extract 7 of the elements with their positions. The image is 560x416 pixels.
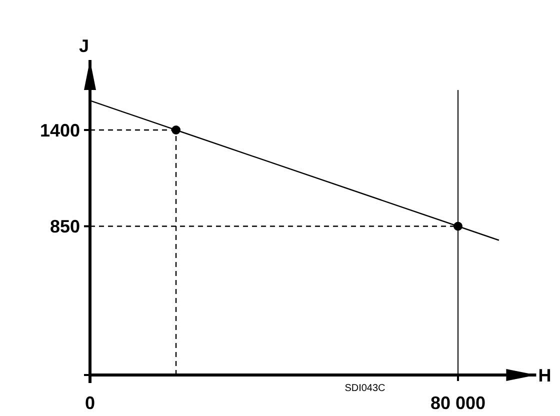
y-tick-label: 850 — [50, 216, 80, 237]
x-tick-label: 0 — [84, 393, 96, 413]
text: SDI043C — [344, 383, 386, 394]
x-tick-label: 80 000 — [430, 393, 486, 413]
y-tick-label: 1400 — [40, 120, 80, 140]
x-axis-title: H — [538, 365, 552, 386]
y-axis-title: J — [78, 36, 90, 56]
